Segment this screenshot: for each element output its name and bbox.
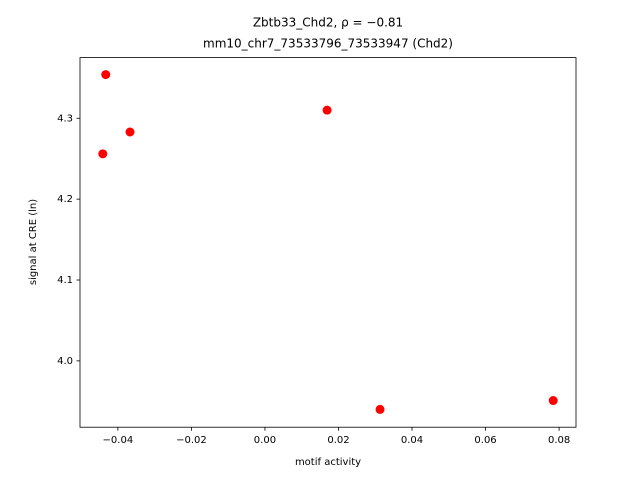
y-tick-label: 4.1 xyxy=(57,275,73,286)
x-tick-label: 0.08 xyxy=(548,435,570,446)
y-tick-label: 4.3 xyxy=(57,113,73,124)
x-axis-label: motif activity xyxy=(295,457,361,468)
x-tick-label: 0.02 xyxy=(327,435,349,446)
point xyxy=(375,404,385,414)
y-tick-label: 4.2 xyxy=(57,194,73,205)
point xyxy=(101,70,111,80)
y-tick-label: 4.0 xyxy=(57,356,73,367)
chart-subtitle: mm10_chr7_73533796_73533947 (Chd2) xyxy=(203,37,453,51)
point xyxy=(322,105,332,115)
x-tick-label: 0.00 xyxy=(254,435,276,446)
x-tick-label: −0.02 xyxy=(176,435,207,446)
point xyxy=(125,127,135,137)
x-tick-label: −0.04 xyxy=(103,435,134,446)
x-tick-label: 0.06 xyxy=(474,435,496,446)
y-axis-label: signal at CRE (ln) xyxy=(28,199,39,285)
point xyxy=(98,149,108,159)
point xyxy=(548,396,558,406)
chart-title: Zbtb33_Chd2, ρ = −0.81 xyxy=(253,16,403,30)
x-tick-label: 0.04 xyxy=(401,435,423,446)
plot-frame xyxy=(79,57,577,428)
